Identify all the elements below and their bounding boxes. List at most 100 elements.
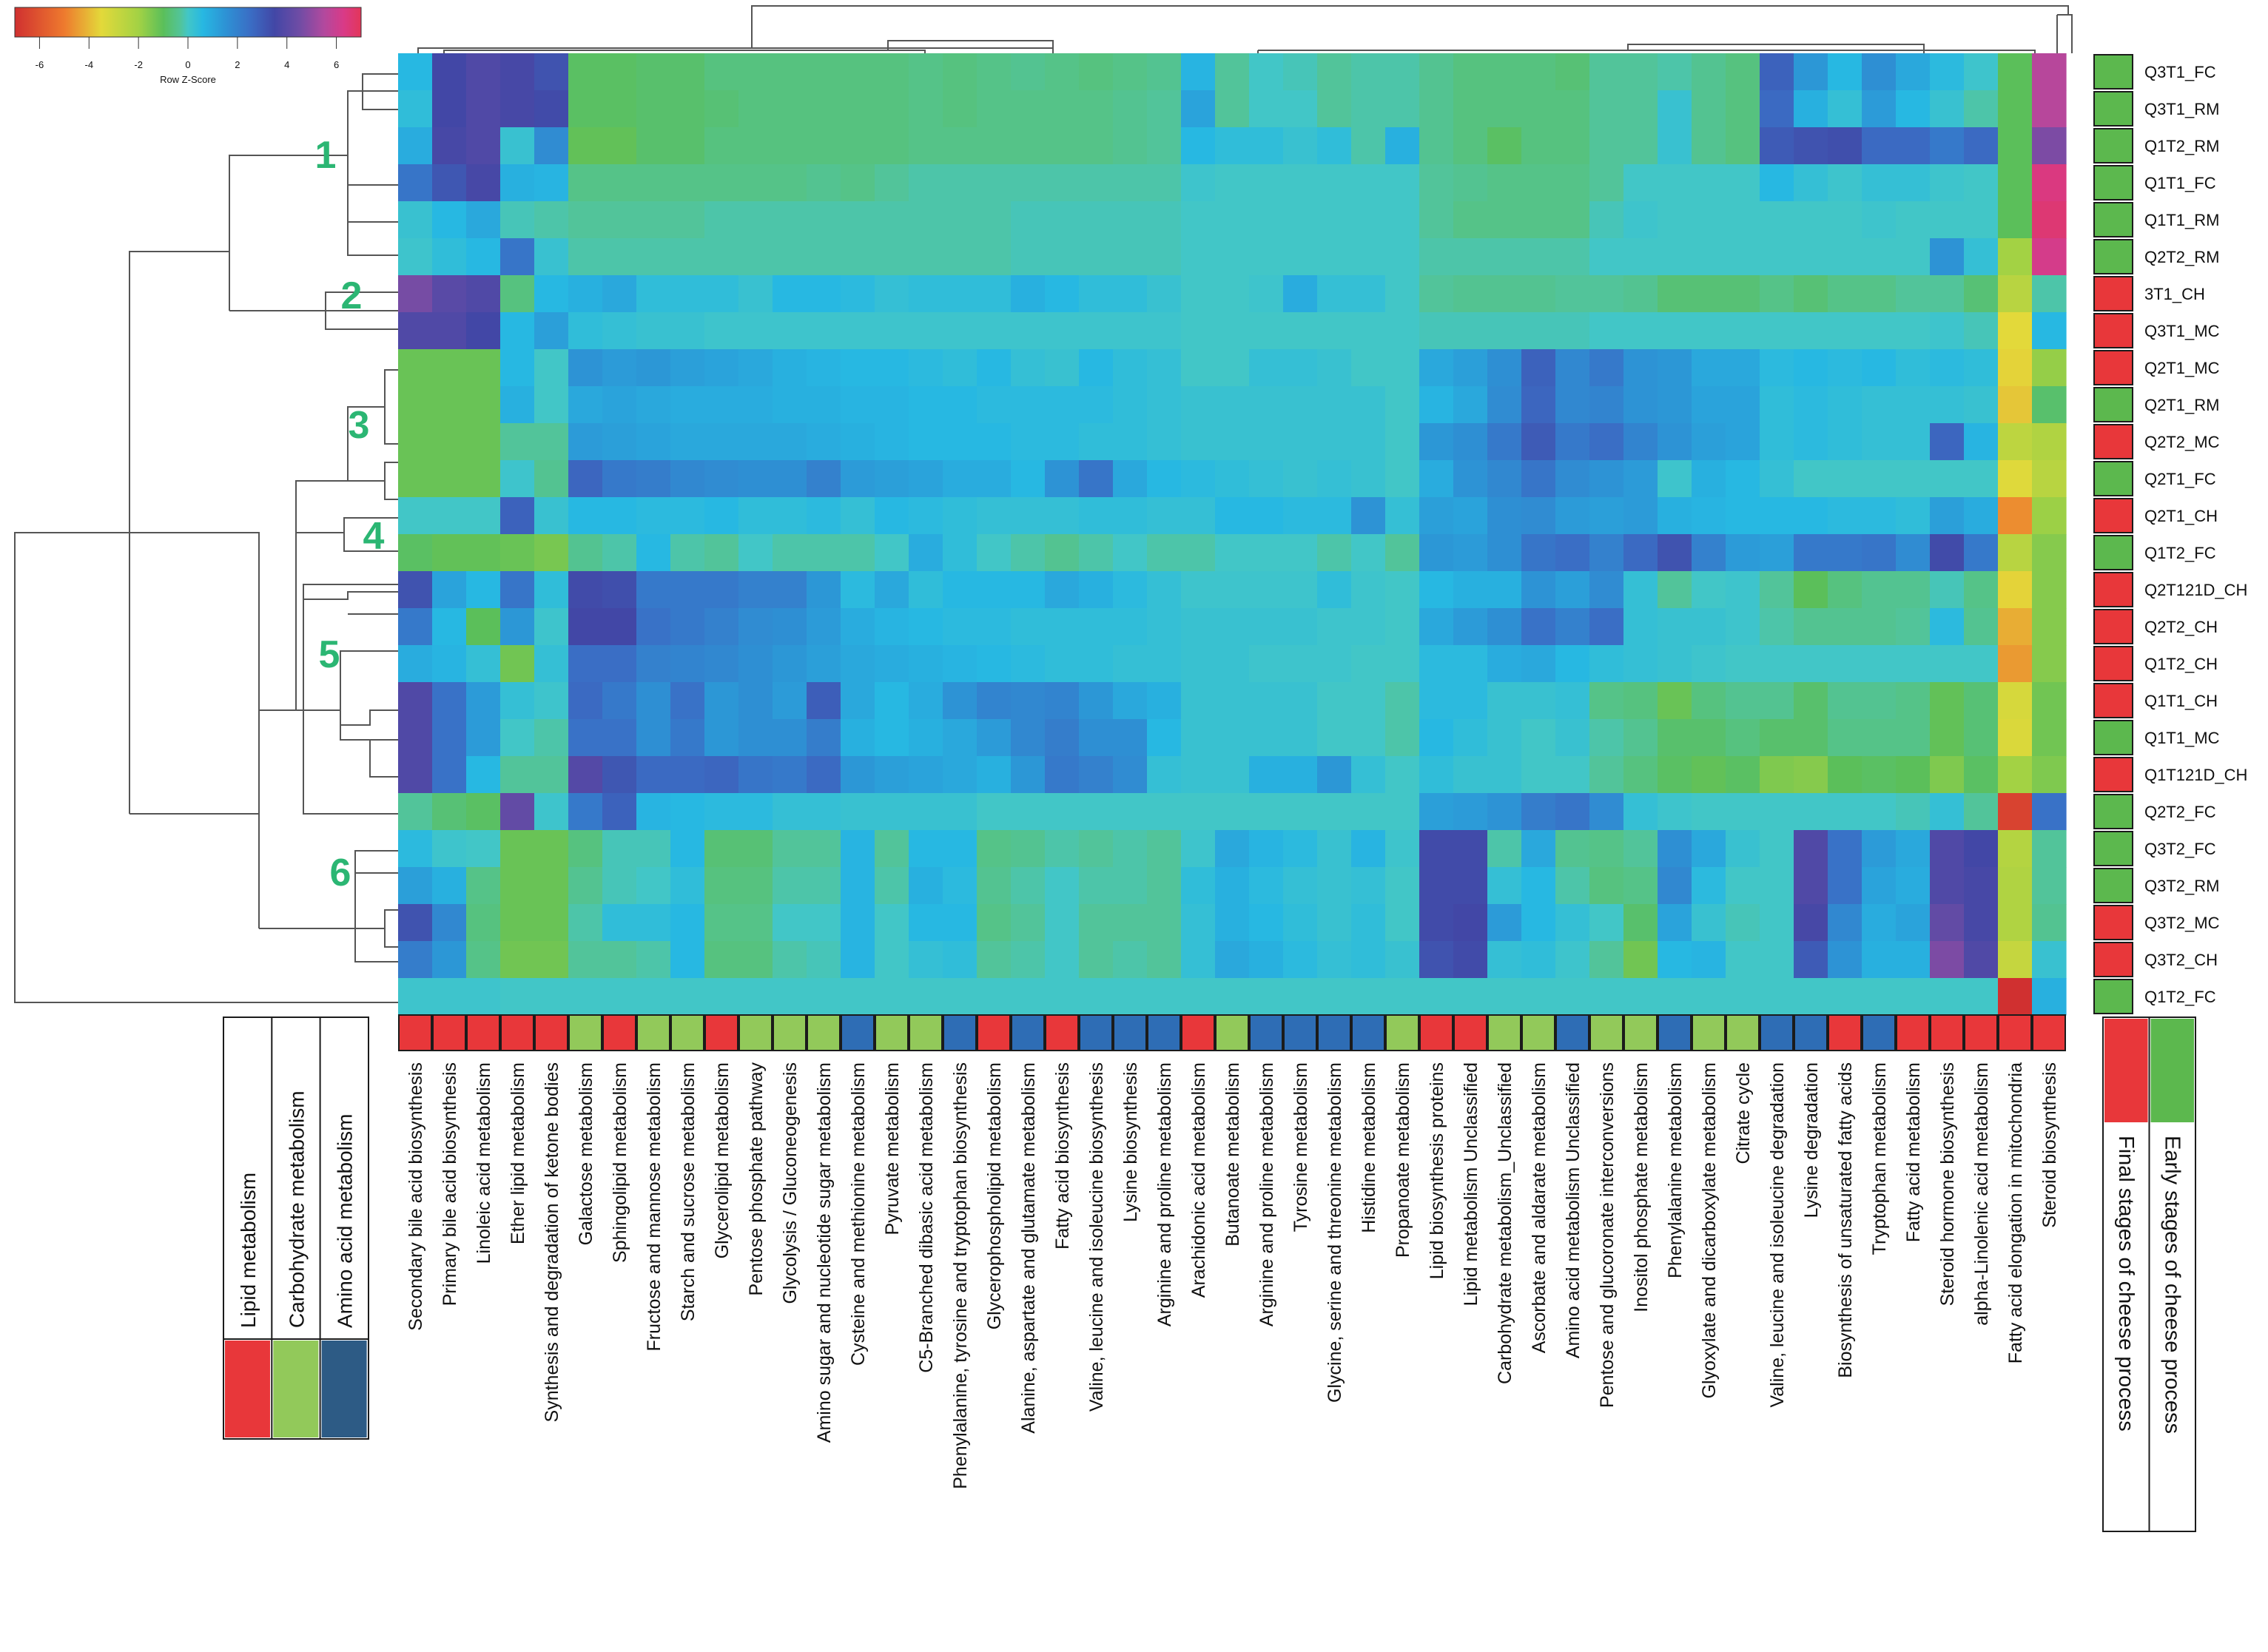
heatmap-cell	[1487, 534, 1522, 572]
stage-legend: Final stages of cheese process Early stag…	[2102, 1017, 2196, 1532]
heatmap-cell	[670, 645, 705, 683]
heatmap-cell	[1692, 90, 1726, 128]
heatmap-cell	[432, 793, 467, 831]
color-key-tick-label: -6	[36, 59, 44, 70]
row-label: Q1T2_CH	[2144, 655, 2218, 673]
heatmap-cell	[1453, 127, 1488, 165]
heatmap-cell	[1011, 127, 1046, 165]
heatmap-cell	[1930, 941, 1965, 979]
heatmap-cell	[2032, 904, 2067, 942]
heatmap-cell	[1385, 904, 1420, 942]
heatmap-cell	[909, 201, 943, 239]
row-label: Q2T1_RM	[2144, 396, 2219, 414]
heatmap-cell	[1147, 756, 1182, 794]
heatmap-cell	[432, 460, 467, 498]
heatmap-cell	[398, 682, 433, 720]
column-label: Fatty acid biosynthesis	[1052, 1062, 1073, 1250]
heatmap-cell	[977, 830, 1012, 868]
heatmap-cell	[1147, 386, 1182, 424]
heatmap-cell	[398, 201, 433, 239]
heatmap-cell	[1623, 275, 1658, 313]
heatmap-cell	[1079, 793, 1114, 831]
heatmap-cell	[875, 164, 909, 202]
column-category-cell	[1351, 1014, 1385, 1051]
heatmap-cell	[1658, 571, 1692, 609]
heatmap-cell	[568, 164, 603, 202]
column-category-cell	[398, 1014, 432, 1051]
heatmap-cell	[1487, 830, 1522, 868]
column-category-cell	[2032, 1014, 2066, 1051]
heatmap-cell	[841, 312, 875, 350]
heatmap-cell	[875, 312, 909, 350]
heatmap-cell	[1760, 608, 1794, 646]
heatmap-cell	[1589, 571, 1624, 609]
stage-legend-label: Early stages of cheese process	[2161, 1136, 2184, 1434]
heatmap-cell	[773, 534, 807, 572]
heatmap-cell	[807, 127, 841, 165]
heatmap-cell	[1419, 830, 1454, 868]
heatmap-cell	[1079, 645, 1114, 683]
column-label: Pentose and glucoronate interconversions	[1597, 1062, 1618, 1408]
column-category-cell	[602, 1014, 636, 1051]
heatmap-cell	[1589, 201, 1624, 239]
heatmap-cell	[1385, 571, 1420, 609]
heatmap-cell	[1487, 608, 1522, 646]
heatmap-cell	[977, 127, 1012, 165]
heatmap-cell	[636, 349, 671, 387]
heatmap-cell	[398, 90, 433, 128]
heatmap-cell	[875, 608, 909, 646]
heatmap-cell	[841, 127, 875, 165]
heatmap-cell	[1079, 756, 1114, 794]
heatmap-cell	[738, 534, 773, 572]
heatmap-cell	[1351, 978, 1386, 1016]
column-label: Glycerolipid metabolism	[712, 1062, 733, 1258]
heatmap-cell	[500, 682, 535, 720]
cluster-number-label: 1	[315, 134, 337, 177]
heatmap-cell	[432, 164, 467, 202]
heatmap-cell	[1896, 571, 1931, 609]
heatmap-cell	[1283, 312, 1318, 350]
heatmap-cell	[1011, 497, 1046, 535]
heatmap-cell	[1794, 349, 1828, 387]
heatmap-cell	[1794, 793, 1828, 831]
heatmap-cell	[909, 682, 943, 720]
heatmap-cell	[636, 386, 671, 424]
heatmap-cell	[1283, 904, 1318, 942]
heatmap-cell	[1249, 164, 1284, 202]
heatmap-cell	[807, 534, 841, 572]
heatmap-cell	[1181, 275, 1216, 313]
heatmap-cell	[1589, 164, 1624, 202]
heatmap-cell	[1760, 904, 1794, 942]
column-category-cell	[1113, 1014, 1147, 1051]
column-label: Amino acid metabolism Unclassified	[1563, 1062, 1584, 1358]
heatmap-cell	[1351, 497, 1386, 535]
heatmap-cell	[1113, 127, 1148, 165]
heatmap-cell	[670, 497, 705, 535]
heatmap-cell	[466, 497, 501, 535]
heatmap-cell	[1011, 645, 1046, 683]
row-label: 3T1_CH	[2144, 285, 2205, 303]
heatmap-cell	[1930, 201, 1965, 239]
heatmap-cell	[1760, 127, 1794, 165]
heatmap-cell	[1147, 904, 1182, 942]
heatmap-cell	[466, 719, 501, 757]
heatmap-cell	[1385, 941, 1420, 979]
row-stage-cell	[2093, 424, 2133, 459]
heatmap-cell	[1760, 90, 1794, 128]
heatmap-cell	[398, 645, 433, 683]
row-label: Q3T1_MC	[2144, 322, 2220, 340]
heatmap-cell	[1623, 53, 1658, 91]
heatmap-cell	[807, 608, 841, 646]
heatmap-cell	[773, 867, 807, 905]
heatmap-cell	[636, 90, 671, 128]
heatmap-cell	[1215, 756, 1250, 794]
heatmap-cell	[1283, 90, 1318, 128]
heatmap-cell	[1045, 904, 1080, 942]
heatmap-cell	[1283, 497, 1318, 535]
heatmap-cell	[2032, 53, 2067, 91]
heatmap-cell	[1317, 719, 1352, 757]
heatmap-cell	[1862, 349, 1897, 387]
heatmap-cell	[875, 645, 909, 683]
heatmap-cell	[704, 756, 739, 794]
heatmap-cell	[1181, 349, 1216, 387]
